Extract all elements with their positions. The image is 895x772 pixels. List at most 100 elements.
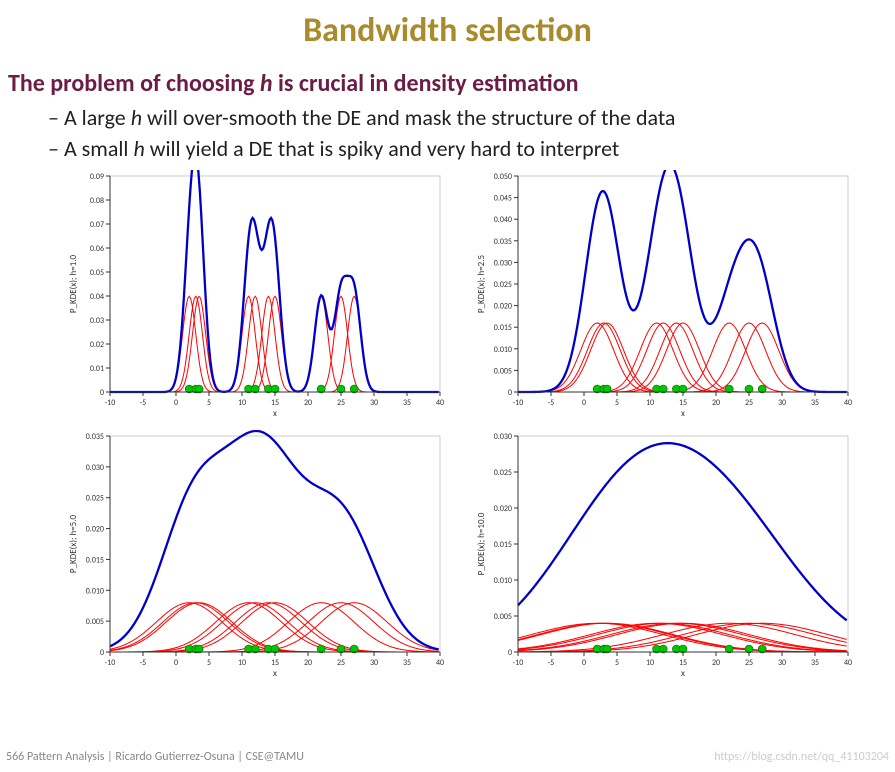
svg-text:15: 15	[271, 398, 279, 408]
svg-text:0.030: 0.030	[86, 463, 104, 473]
svg-text:0.08: 0.08	[90, 196, 104, 206]
svg-text:15: 15	[678, 658, 686, 668]
svg-text:25: 25	[744, 658, 752, 668]
svg-text:0.015: 0.015	[493, 540, 511, 550]
svg-text:0.020: 0.020	[493, 302, 511, 312]
svg-text:x: x	[681, 408, 685, 419]
svg-text:0: 0	[581, 658, 585, 668]
svg-text:0.07: 0.07	[90, 220, 104, 230]
svg-text:0.030: 0.030	[493, 432, 511, 442]
svg-text:-10: -10	[105, 398, 116, 408]
page-title: Bandwidth selection	[0, 10, 895, 51]
svg-text:P_KDE(x); h=5.0: P_KDE(x); h=5.0	[68, 514, 79, 573]
svg-text:20: 20	[711, 658, 719, 668]
svg-text:x: x	[273, 668, 277, 679]
footer-text: 566 Pattern Analysis | Ricardo Gutierrez…	[6, 750, 304, 764]
svg-text:0: 0	[174, 658, 178, 668]
svg-text:0.020: 0.020	[493, 504, 511, 514]
svg-text:0.03: 0.03	[90, 316, 104, 326]
svg-text:10: 10	[238, 658, 246, 668]
svg-text:35: 35	[403, 398, 411, 408]
kde-plot: -10-5051015202530354000.0050.0100.0150.0…	[468, 430, 858, 680]
svg-text:0.01: 0.01	[90, 364, 104, 374]
svg-text:35: 35	[810, 398, 818, 408]
svg-text:10: 10	[238, 398, 246, 408]
svg-text:0.025: 0.025	[493, 468, 511, 478]
svg-text:0: 0	[581, 398, 585, 408]
svg-text:-5: -5	[140, 398, 147, 408]
svg-text:-10: -10	[105, 658, 116, 668]
svg-text:5: 5	[207, 658, 211, 668]
svg-text:-10: -10	[512, 658, 523, 668]
svg-text:0.045: 0.045	[493, 194, 511, 204]
kde-plot: -10 -5 0 5 10 15 20 25 30 35 40 0 0.005 0.010 0.015 0.0…	[468, 170, 858, 420]
svg-text:20: 20	[304, 658, 312, 668]
svg-text:0.09: 0.09	[90, 172, 104, 182]
chart-grid: -10 -5 0 5 10 15 20 25 30 35 40 0 0.01 0.02 0.03 0.04 0.…	[60, 170, 865, 680]
svg-text:0.005: 0.005	[493, 612, 511, 622]
bullet-1: A large h will over-smooth the DE and ma…	[48, 104, 895, 131]
svg-text:0.005: 0.005	[86, 617, 104, 627]
svg-text:10: 10	[645, 398, 653, 408]
svg-text:25: 25	[744, 398, 752, 408]
svg-text:0.035: 0.035	[86, 432, 104, 442]
svg-text:0: 0	[100, 388, 104, 398]
sub-pre: The problem of choosing	[8, 69, 260, 98]
svg-text:0.005: 0.005	[493, 366, 511, 376]
chart-br: -10-5051015202530354000.0050.0100.0150.0…	[468, 430, 858, 680]
svg-text:0.010: 0.010	[493, 576, 511, 586]
svg-text:15: 15	[271, 658, 279, 668]
svg-text:15: 15	[678, 398, 686, 408]
subtitle: The problem of choosing h is crucial in …	[8, 69, 895, 98]
svg-text:35: 35	[403, 658, 411, 668]
svg-text:30: 30	[370, 658, 378, 668]
svg-text:5: 5	[614, 658, 618, 668]
svg-text:0.040: 0.040	[493, 215, 511, 225]
svg-text:0.02: 0.02	[90, 340, 104, 350]
svg-text:0: 0	[174, 398, 178, 408]
svg-text:0.06: 0.06	[90, 244, 104, 254]
svg-text:0: 0	[100, 648, 104, 658]
svg-text:P_KDE(x); h=2.5: P_KDE(x); h=2.5	[476, 254, 487, 313]
sub-var: h	[260, 69, 273, 98]
svg-text:30: 30	[370, 398, 378, 408]
svg-text:0.025: 0.025	[493, 280, 511, 290]
svg-text:0.010: 0.010	[493, 345, 511, 355]
chart-tr: -10 -5 0 5 10 15 20 25 30 35 40 0 0.005 0.010 0.015 0.0…	[468, 170, 858, 420]
title-text: Bandwidth selection	[303, 10, 592, 51]
svg-text:0.05: 0.05	[90, 268, 104, 278]
svg-text:0.015: 0.015	[493, 323, 511, 333]
svg-text:40: 40	[436, 398, 444, 408]
svg-text:P_KDE(x); h=1.0: P_KDE(x); h=1.0	[68, 254, 79, 313]
svg-text:-5: -5	[140, 658, 147, 668]
svg-text:0.035: 0.035	[493, 237, 511, 247]
bullet-2: A small h will yield a DE that is spiky …	[48, 135, 895, 162]
svg-text:-5: -5	[547, 658, 554, 668]
svg-text:P_KDE(x); h=10.0: P_KDE(x); h=10.0	[476, 512, 487, 575]
kde-plot: -10-5051015202530354000.010.020.030.040.…	[60, 170, 450, 420]
svg-text:x: x	[273, 408, 277, 419]
svg-text:0.020: 0.020	[86, 525, 104, 535]
svg-text:0.010: 0.010	[86, 586, 104, 596]
svg-text:0.050: 0.050	[493, 172, 511, 182]
sub-post: is crucial in density estimation	[278, 69, 579, 98]
svg-text:10: 10	[645, 658, 653, 668]
chart-bl: -10-5051015202530354000.0050.0100.0150.0…	[60, 430, 450, 680]
chart-tl: -10-5051015202530354000.010.020.030.040.…	[60, 170, 450, 420]
svg-text:0.030: 0.030	[493, 258, 511, 268]
svg-text:30: 30	[777, 398, 785, 408]
svg-text:30: 30	[777, 658, 785, 668]
svg-text:5: 5	[207, 398, 211, 408]
svg-text:20: 20	[711, 398, 719, 408]
watermark-text: https://blog.csdn.net/qq_41103204	[714, 750, 889, 764]
kde-plot: -10-5051015202530354000.0050.0100.0150.0…	[60, 430, 450, 680]
svg-text:x: x	[681, 668, 685, 679]
svg-text:40: 40	[843, 398, 851, 408]
svg-text:0: 0	[507, 388, 511, 398]
svg-text:0.04: 0.04	[90, 292, 104, 302]
svg-text:25: 25	[337, 398, 345, 408]
svg-text:-10: -10	[512, 398, 523, 408]
svg-text:-5: -5	[547, 398, 554, 408]
svg-text:35: 35	[810, 658, 818, 668]
svg-text:5: 5	[614, 398, 618, 408]
